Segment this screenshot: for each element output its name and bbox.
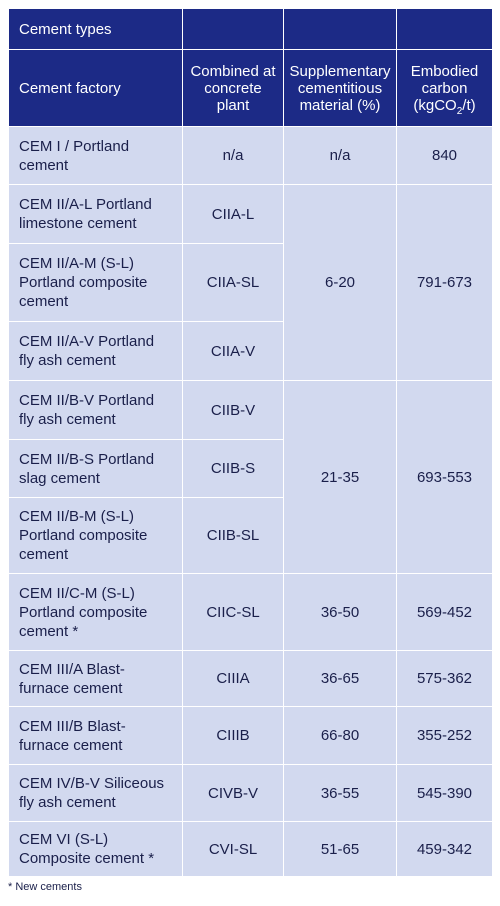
cell-cement-factory: CEM II/A-V Portland fly ash cement [8,321,183,381]
cell-scm: 36-65 [283,650,397,707]
header-cement-factory: Cement factory [8,49,183,127]
header-embodied-carbon: Embodied carbon (kgCO2/t) [396,49,493,127]
cell-scm: 21-35 [283,380,397,574]
cell-cement-factory: CEM III/A Blast-furnace cement [8,650,183,707]
cell-scm: 51-65 [283,821,397,877]
cell-cement-factory: CEM III/B Blast-furnace cement [8,706,183,765]
cell-combined: CIIB-SL [182,497,284,574]
title-spacer-cell [182,8,284,50]
cell-cement-factory: CEM II/B-V Portland fly ash cement [8,380,183,440]
table-row: CEM III/B Blast-furnace cement CIIIB 66-… [8,706,493,765]
cell-combined: CIIA-L [182,184,284,244]
cell-carbon: 693-553 [396,380,493,574]
header-combined-at-plant: Combined at concrete plant [182,49,284,127]
table-title: Cement types [8,8,183,50]
cell-carbon: 575-362 [396,650,493,707]
cell-cement-factory: CEM I / Portland cement [8,126,183,185]
cell-cement-factory: CEM IV/B-V Siliceous fly ash cement [8,764,183,822]
cement-types-table: Cement types Cement factory Combined at … [8,8,493,877]
header-carbon-text: Embodied carbon (kgCO [410,62,479,114]
cell-carbon: 355-252 [396,706,493,765]
cell-scm: 66-80 [283,706,397,765]
cell-cement-factory: CEM II/A-L Portland limestone cement [8,184,183,244]
cell-cement-factory: CEM II/B-S Portland slag cement [8,439,183,498]
table-row: CEM II/B-V Portland fly ash cement CIIB-… [8,380,493,574]
header-carbon-unit: /t) [462,96,476,114]
table-row: CEM II/A-L Portland limestone cement CII… [8,184,493,381]
cell-combined: CIIB-V [182,380,284,440]
title-spacer-cell [396,8,493,50]
footnote: * New cements [8,881,82,893]
cell-carbon: 840 [396,126,493,185]
table-row: CEM II/A-M (S-L) Portland composite ceme… [8,243,493,322]
table-row: CEM II/C-M (S-L) Portland composite ceme… [8,573,493,651]
cell-combined: CVI-SL [182,821,284,877]
table-row: CEM III/A Blast-furnace cement CIIIA 36-… [8,650,493,707]
cell-combined: CIIA-SL [182,243,284,322]
cell-carbon: 791-673 [396,184,493,381]
cell-combined: CIIIA [182,650,284,707]
cell-combined: CIIA-V [182,321,284,381]
cell-combined: n/a [182,126,284,185]
header-carbon-subscript: 2 [456,105,463,117]
column-header-row: Cement factory Combined at concrete plan… [8,49,493,127]
cell-cement-factory: CEM II/B-M (S-L) Portland composite ceme… [8,497,183,574]
cell-cement-factory: CEM VI (S-L) Composite cement * [8,821,183,877]
cell-combined: CIVB-V [182,764,284,822]
cell-combined: CIIB-S [182,439,284,498]
table-row: CEM IV/B-V Siliceous fly ash cement CIVB… [8,764,493,822]
cell-cement-factory: CEM II/C-M (S-L) Portland composite ceme… [8,573,183,651]
cell-carbon: 545-390 [396,764,493,822]
table-row: CEM II/B-S Portland slag cement CIIB-S [8,439,493,498]
table-row: CEM I / Portland cement n/a n/a 840 [8,126,493,185]
cell-scm: 36-50 [283,573,397,651]
cell-scm: 36-55 [283,764,397,822]
cell-combined: CIIIB [182,706,284,765]
cell-scm: 6-20 [283,184,397,381]
table-title-row: Cement types [8,8,493,50]
cell-scm: n/a [283,126,397,185]
cell-cement-factory: CEM II/A-M (S-L) Portland composite ceme… [8,243,183,322]
title-spacer-cell [283,8,397,50]
header-supplementary-material: Supplementary cementitious material (%) [283,49,397,127]
cell-combined: CIIC-SL [182,573,284,651]
cell-carbon: 569-452 [396,573,493,651]
cell-carbon: 459-342 [396,821,493,877]
table-row: CEM VI (S-L) Composite cement * CVI-SL 5… [8,821,493,877]
table-row: CEM II/B-M (S-L) Portland composite ceme… [8,497,493,574]
